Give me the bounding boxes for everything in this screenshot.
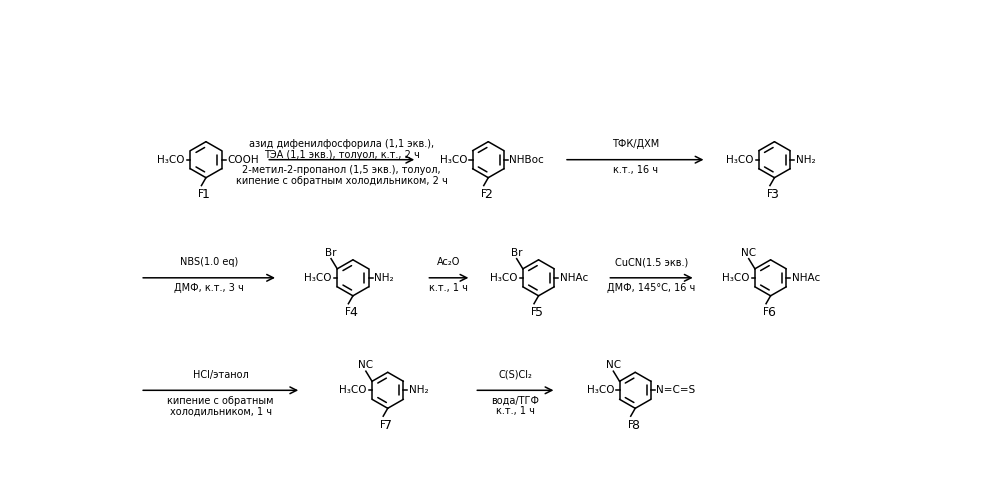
Text: N=C=S: N=C=S xyxy=(657,385,696,395)
Text: F: F xyxy=(763,307,769,317)
Text: F: F xyxy=(199,189,205,199)
Text: ДМФ, 145°C, 16 ч: ДМФ, 145°C, 16 ч xyxy=(608,283,696,294)
Text: NBS(1.0 eq): NBS(1.0 eq) xyxy=(180,257,239,267)
Text: F: F xyxy=(767,189,772,199)
Text: 1: 1 xyxy=(202,188,210,201)
Text: к.т., 1 ч: к.т., 1 ч xyxy=(496,407,535,416)
Text: H₃CO: H₃CO xyxy=(158,155,185,165)
Text: ДМФ, к.т., 3 ч: ДМФ, к.т., 3 ч xyxy=(175,283,244,294)
Text: вода/ТГФ: вода/ТГФ xyxy=(491,396,539,406)
Text: Ac₂O: Ac₂O xyxy=(437,257,460,267)
Text: NH₂: NH₂ xyxy=(409,385,428,395)
Text: 5: 5 xyxy=(535,306,543,319)
Text: к.т., 1 ч: к.т., 1 ч xyxy=(429,283,468,294)
Text: F: F xyxy=(345,307,351,317)
Text: 2: 2 xyxy=(484,188,492,201)
Text: к.т., 16 ч: к.т., 16 ч xyxy=(613,165,658,175)
Text: NHAc: NHAc xyxy=(560,273,588,283)
Text: H₃CO: H₃CO xyxy=(339,385,366,395)
Text: ТЭА (1,1 экв.), толуол, к.т., 2 ч: ТЭА (1,1 экв.), толуол, к.т., 2 ч xyxy=(263,150,419,160)
Text: H₃CO: H₃CO xyxy=(722,273,749,283)
Text: H₃CO: H₃CO xyxy=(726,155,753,165)
Text: H₃CO: H₃CO xyxy=(304,273,331,283)
Text: Br: Br xyxy=(511,247,522,258)
Text: ТФК/ДХМ: ТФК/ДХМ xyxy=(612,139,659,149)
Text: холодильником, 1 ч: холодильником, 1 ч xyxy=(170,407,271,416)
Text: F: F xyxy=(481,189,487,199)
Text: 2-метил-2-пропанол (1,5 экв.), толуол,: 2-метил-2-пропанол (1,5 экв.), толуол, xyxy=(243,165,441,175)
Text: Br: Br xyxy=(325,247,336,258)
Text: NC: NC xyxy=(742,247,756,258)
Text: кипение с обратным холодильником, 2 ч: кипение с обратным холодильником, 2 ч xyxy=(236,176,447,186)
Text: NC: NC xyxy=(606,360,621,370)
Text: F: F xyxy=(531,307,537,317)
Text: 3: 3 xyxy=(770,188,778,201)
Text: H₃CO: H₃CO xyxy=(439,155,467,165)
Text: NH₂: NH₂ xyxy=(374,273,394,283)
Text: F: F xyxy=(380,420,386,430)
Text: NC: NC xyxy=(358,360,373,370)
Text: COOH: COOH xyxy=(228,155,258,165)
Text: 7: 7 xyxy=(383,418,392,431)
Text: C(S)Cl₂: C(S)Cl₂ xyxy=(498,370,532,380)
Text: 6: 6 xyxy=(766,306,774,319)
Text: 4: 4 xyxy=(349,306,357,319)
Text: CuCN(1.5 экв.): CuCN(1.5 экв.) xyxy=(615,257,688,267)
Text: H₃CO: H₃CO xyxy=(490,273,517,283)
Text: F: F xyxy=(628,420,634,430)
Text: NH₂: NH₂ xyxy=(795,155,815,165)
Text: NHBoc: NHBoc xyxy=(510,155,544,165)
Text: кипение с обратным: кипение с обратным xyxy=(168,396,273,406)
Text: 8: 8 xyxy=(631,418,640,431)
Text: NHAc: NHAc xyxy=(791,273,820,283)
Text: азид дифенилфосфорила (1,1 экв.),: азид дифенилфосфорила (1,1 экв.), xyxy=(250,139,434,149)
Text: HCl/этанол: HCl/этанол xyxy=(193,370,249,380)
Text: H₃CO: H₃CO xyxy=(587,385,614,395)
